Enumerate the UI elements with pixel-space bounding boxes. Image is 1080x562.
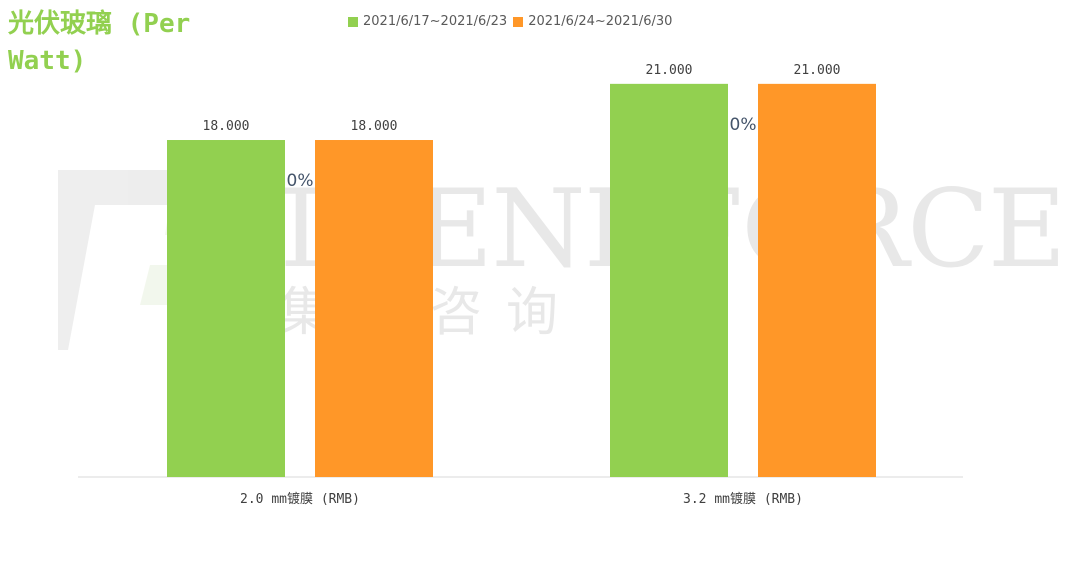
legend-item-series-1[interactable]: 2021/6/17~2021/6/23 — [348, 14, 507, 29]
bar-1-2[interactable] — [610, 83, 728, 478]
x-tick-label-2: 3.2 mm镀膜 (RMB) — [683, 491, 803, 507]
bar-1-1[interactable] — [167, 140, 285, 477]
data-label-2-1: 18.000 — [351, 119, 398, 134]
data-label-1-1: 18.000 — [203, 119, 250, 134]
legend-label-series-2: 2021/6/24~2021/6/30 — [528, 14, 673, 29]
chart-title: 光伏玻璃 (Per Watt) — [8, 9, 191, 76]
legend: 2021/6/17~2021/6/23 2021/6/24~2021/6/30 — [348, 14, 678, 29]
data-label-2-2: 21.000 — [794, 63, 841, 78]
x-tick-label-1: 2.0 mm镀膜 (RMB) — [240, 491, 360, 507]
bar-2-2[interactable] — [758, 83, 876, 478]
legend-label-series-1: 2021/6/17~2021/6/23 — [363, 14, 508, 29]
data-labels: 18.000 18.000 0% 2.0 mm镀膜 (RMB) 21.000 21.000… — [203, 63, 841, 507]
change-label-2: 0% — [730, 115, 757, 135]
legend-swatch-series-2 — [513, 16, 524, 27]
legend-swatch-series-1 — [348, 16, 358, 27]
change-label-1: 0% — [287, 171, 314, 191]
bar-2-1[interactable] — [315, 140, 433, 477]
data-label-1-2: 21.000 — [646, 63, 693, 78]
bars — [167, 83, 876, 478]
legend-item-series-2[interactable]: 2021/6/24~2021/6/30 — [513, 14, 672, 29]
